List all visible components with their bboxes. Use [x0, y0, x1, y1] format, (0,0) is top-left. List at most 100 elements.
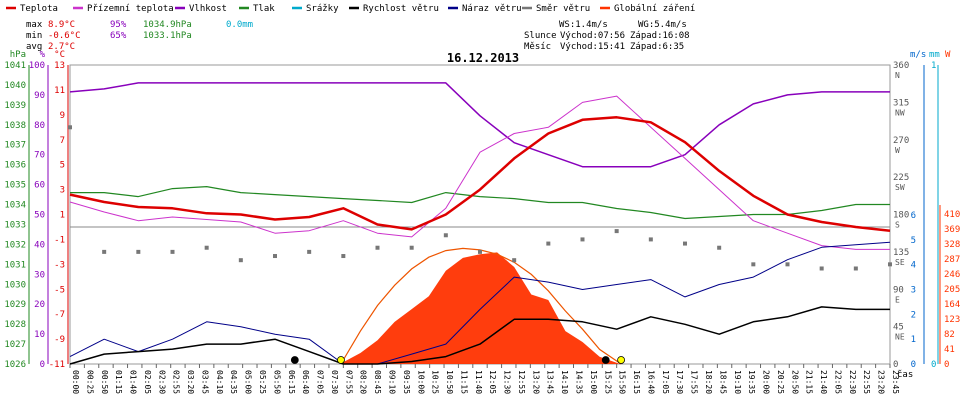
- humidity-tick-label: 90: [34, 91, 45, 101]
- x-tick-label: 09:10: [387, 370, 396, 394]
- stat-max-label: max: [26, 20, 43, 30]
- moonset-marker: [290, 356, 299, 364]
- x-tick-label: 08:45: [373, 370, 382, 394]
- x-tick-label: 14:10: [560, 370, 569, 394]
- humidity-tick-label: 70: [34, 151, 45, 161]
- x-tick-label: 13:45: [546, 370, 555, 394]
- pressure-tick-label: 1031: [4, 260, 26, 270]
- x-tick-label: 00:25: [85, 370, 94, 394]
- humidity-tick-label: 30: [34, 270, 45, 280]
- legend-label: Srážky: [306, 4, 339, 14]
- humidity-tick-label: 100: [29, 61, 45, 71]
- temperature-line: [69, 116, 891, 232]
- direction-tick-label: 45: [893, 323, 904, 333]
- legend-label: Rychlost větru: [363, 4, 439, 14]
- moonrise-marker: [601, 356, 610, 364]
- wind-direction-point: [785, 262, 790, 267]
- humidity-tick-label: 20: [34, 300, 45, 310]
- direction-name-label: N: [895, 71, 900, 80]
- temperature-tick-label: 11: [54, 86, 65, 96]
- x-tick-label: 11:40: [474, 370, 483, 394]
- x-tick-label: 13:20: [531, 370, 540, 394]
- x-tick-label: 05:00: [244, 370, 253, 394]
- direction-tick-label: 90: [893, 285, 904, 295]
- solar-tick-label: 287: [944, 255, 960, 265]
- x-tick-label: 00:50: [100, 370, 109, 394]
- wind-direction-point: [751, 262, 756, 267]
- x-tick-label: 18:20: [704, 370, 713, 394]
- stat-max-temp: 8.9°C: [48, 20, 75, 30]
- right-axes: 360N315NW270W225SW180S135SE90E45NE0m/s65…: [893, 50, 960, 370]
- solar-tick-label: 369: [944, 225, 960, 235]
- info-ws: WS:1.4m/s: [559, 20, 608, 30]
- temperature-tick-label: 7: [60, 136, 65, 146]
- wind-direction-point: [341, 254, 346, 259]
- wind-direction-point: [238, 258, 243, 263]
- rain-tick-label: 1: [931, 61, 936, 71]
- x-tick-label: 07:55: [344, 370, 353, 394]
- x-tick-label: 01:40: [129, 370, 138, 394]
- direction-tick-label: 0: [893, 360, 898, 370]
- x-tick-label: 23:45: [891, 370, 900, 394]
- direction-tick-label: 270: [893, 136, 909, 146]
- x-axis-unit: čas: [897, 369, 913, 380]
- x-tick-label: 21:15: [805, 370, 814, 394]
- wind-tick-label: 0: [911, 360, 916, 370]
- x-tick-label: 08:20: [359, 370, 368, 394]
- direction-tick-label: 360: [893, 61, 909, 71]
- pressure-line: [70, 186, 890, 220]
- x-tick-label: 12:55: [517, 370, 526, 394]
- wind-direction-point: [204, 245, 209, 250]
- x-tick-label: 04:35: [229, 370, 238, 394]
- pressure-tick-label: 1026: [4, 360, 26, 370]
- wind-direction-point: [170, 249, 175, 254]
- x-tick-label: 12:30: [503, 370, 512, 394]
- pressure-unit: hPa: [10, 50, 26, 60]
- wind-direction-point: [273, 254, 277, 259]
- pressure-tick-label: 1035: [4, 181, 26, 191]
- x-tick-label: 00:00: [71, 370, 80, 394]
- x-tick-label: 17:30: [675, 370, 684, 394]
- x-tick-label: 05:50: [272, 370, 281, 394]
- pressure-tick-label: 1032: [4, 240, 26, 250]
- x-tick-label: 15:25: [603, 370, 612, 394]
- x-tick-label: 16:40: [646, 370, 655, 394]
- info-moon-label: Měsíc: [524, 42, 551, 52]
- temperature-tick-label: -7: [54, 310, 65, 320]
- stat-min-hum: 65%: [110, 31, 127, 41]
- wind-direction-point: [307, 249, 312, 254]
- legend-label: Teplota: [20, 4, 58, 14]
- wind-direction-point: [443, 233, 448, 238]
- temperature-tick-label: -5: [54, 285, 65, 295]
- plot-area: [68, 82, 892, 365]
- solar-tick-label: 205: [944, 285, 960, 295]
- stats-block: max 8.9°C 95% 1034.9hPa 0.0mm min -0.6°C…: [26, 20, 253, 52]
- sunset-marker: [617, 356, 626, 364]
- direction-name-label: SW: [895, 183, 905, 192]
- legend-label: Vlhkost: [189, 4, 227, 14]
- temperature-tick-label: 3: [60, 186, 65, 196]
- x-tick-label: 03:20: [186, 370, 195, 394]
- solar-tick-label: 41: [944, 345, 955, 355]
- ground-temperature-line: [69, 95, 890, 250]
- temperature-tick-label: 5: [60, 161, 65, 171]
- humidity-line: [69, 82, 890, 168]
- x-tick-label: 20:25: [776, 370, 785, 394]
- wind-tick-label: 2: [911, 310, 916, 320]
- x-tick-label: 11:15: [459, 370, 468, 394]
- direction-name-label: NW: [895, 108, 905, 117]
- pressure-tick-label: 1041: [4, 61, 26, 71]
- x-tick-label: 22:30: [848, 370, 857, 394]
- temperature-tick-label: 9: [60, 111, 65, 121]
- stat-max-rain: 0.0mm: [226, 20, 253, 30]
- x-axis: 00:00 00:25 00:50 01:15 01:40 02:05 02:30 02:55…: [71, 369, 913, 394]
- pressure-tick-label: 1039: [4, 101, 26, 111]
- x-tick-label: 20:00: [762, 370, 771, 394]
- legend-label: Náraz větru: [462, 4, 522, 14]
- direction-name-label: SE: [895, 258, 905, 267]
- solar-tick-label: 410: [944, 210, 960, 220]
- pressure-tick-label: 1029: [4, 300, 26, 310]
- direction-name-label: E: [895, 295, 900, 304]
- x-tick-label: 02:05: [143, 370, 152, 394]
- pressure-tick-label: 1036: [4, 161, 26, 171]
